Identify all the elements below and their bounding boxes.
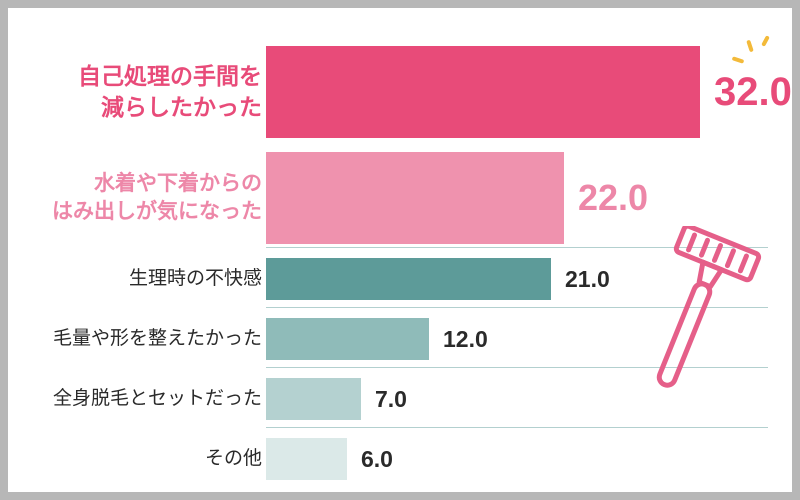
row-divider: [266, 367, 768, 368]
bar-track: 12.0: [266, 314, 488, 364]
bar-value: 21.0: [551, 266, 610, 293]
bar-label: 生理時の不快感: [8, 266, 266, 292]
bar: [266, 46, 700, 138]
bar: [266, 438, 347, 480]
bar-value: 12.0: [429, 326, 488, 353]
bar-value: 7.0: [361, 386, 407, 413]
bar-label: 毛量や形を整えたかった: [8, 326, 266, 352]
bar: [266, 378, 361, 420]
bar-track: 22.0: [266, 152, 648, 244]
bar-label: 全身脱毛とセットだった: [8, 386, 266, 412]
bar-row: 自己処理の手間を 減らしたかった 32.0: [8, 46, 792, 138]
bar: [266, 318, 429, 360]
row-divider: [266, 427, 768, 428]
bar-value: 32.0: [700, 70, 792, 115]
bar-track: 7.0: [266, 374, 407, 424]
bar-track: 32.0: [266, 46, 792, 138]
bar-row: 毛量や形を整えたかった 12.0: [8, 314, 792, 364]
bar-row: 水着や下着からの はみ出しが気になった 22.0: [8, 152, 792, 244]
bar-label: 自己処理の手間を 減らしたかった: [8, 61, 266, 123]
bar-row: その他 6.0: [8, 434, 792, 484]
bar-value: 22.0: [564, 177, 648, 219]
bar: [266, 258, 551, 300]
bar-label: その他: [8, 446, 266, 472]
bar-row: 生理時の不快感 21.0: [8, 254, 792, 304]
horizontal-bar-chart: 自己処理の手間を 減らしたかった 32.0 水着や下着からの はみ出しが気になった 2…: [8, 46, 792, 484]
chart-frame: 自己処理の手間を 減らしたかった 32.0 水着や下着からの はみ出しが気になった 2…: [0, 0, 800, 500]
row-divider: [266, 307, 768, 308]
bar-row: 全身脱毛とセットだった 7.0: [8, 374, 792, 424]
bar-label: 水着や下着からの はみ出しが気になった: [8, 170, 266, 227]
bar: [266, 152, 564, 244]
row-divider: [266, 247, 768, 248]
bar-track: 6.0: [266, 434, 393, 484]
bar-track: 21.0: [266, 254, 610, 304]
bar-value: 6.0: [347, 446, 393, 473]
